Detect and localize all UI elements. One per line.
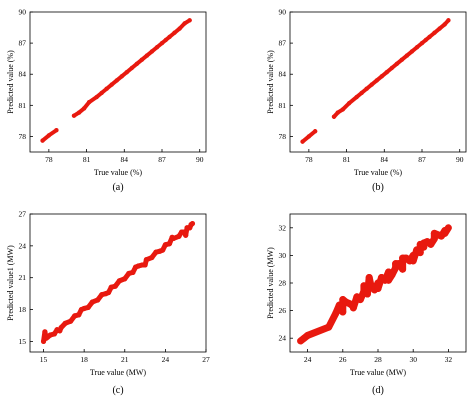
y-tick-label: 81 xyxy=(19,101,27,110)
x-tick-label: 81 xyxy=(343,155,351,164)
x-axis-label: True value (%) xyxy=(354,168,402,177)
y-tick-label: 26 xyxy=(279,306,287,315)
data-band-segment xyxy=(306,129,318,139)
y-tick-label: 27 xyxy=(19,210,27,219)
panel-label: (d) xyxy=(372,385,384,396)
x-axis-label: True value (MW) xyxy=(90,368,146,377)
x-tick-label: 26 xyxy=(339,355,347,364)
x-tick-label: 90 xyxy=(196,155,204,164)
y-tick-label: 18 xyxy=(19,305,27,314)
y-tick-label: 87 xyxy=(19,39,27,48)
x-tick-label: 21 xyxy=(121,355,129,364)
x-tick-label: 27 xyxy=(202,355,210,364)
x-axis-label: True value (%) xyxy=(94,168,142,177)
y-tick-label: 24 xyxy=(279,334,287,343)
plot-frame xyxy=(29,213,207,353)
panel-c: 15 18 21 24 27 15 18 21 24 27 True value (MW) Predi… xyxy=(6,210,210,397)
y-tick-label: 24 xyxy=(19,241,27,250)
x-tick-label: 15 xyxy=(40,355,48,364)
y-tick-label: 90 xyxy=(279,8,287,17)
panel-label: (b) xyxy=(372,182,384,193)
y-tick-label: 87 xyxy=(279,39,287,48)
y-axis-label: Predicted value (%) xyxy=(6,50,15,114)
panel-b: 78 81 84 87 90 78 81 84 87 90 True value (%) Predic… xyxy=(266,8,467,193)
y-axis-label: Predicted value1 (MW) xyxy=(6,245,15,321)
plot-frame xyxy=(29,11,207,153)
x-axis-label: True value (MW) xyxy=(350,368,406,377)
y-tick-label: 81 xyxy=(279,101,287,110)
y-tick-label: 84 xyxy=(19,70,27,79)
x-tick-label: 87 xyxy=(158,155,166,164)
x-tick-label: 84 xyxy=(381,155,389,164)
x-tick-label: 24 xyxy=(162,355,170,364)
data-band-segment xyxy=(46,128,59,138)
panel-label: (c) xyxy=(112,385,123,396)
x-tick-label: 30 xyxy=(409,355,417,364)
x-tick-label: 18 xyxy=(80,355,88,364)
data-band-segment xyxy=(304,323,333,339)
y-axis-label: Predicted value (%) xyxy=(266,50,275,114)
y-tick-label: 78 xyxy=(279,132,287,141)
panel-label: (a) xyxy=(112,182,123,193)
x-tick-label: 24 xyxy=(304,355,312,364)
y-tick-label: 21 xyxy=(19,273,27,282)
x-tick-label: 90 xyxy=(456,155,464,164)
x-tick-label: 84 xyxy=(121,155,129,164)
x-tick-label: 78 xyxy=(305,155,313,164)
data-band-segment xyxy=(441,224,452,237)
x-tick-label: 87 xyxy=(418,155,426,164)
y-tick-label: 90 xyxy=(19,8,27,17)
x-tick-label: 78 xyxy=(45,155,53,164)
panel-a: 78 81 84 87 90 78 81 84 87 90 True value (%) Predic… xyxy=(6,8,207,193)
y-tick-label: 15 xyxy=(19,337,27,346)
y-tick-label: 28 xyxy=(279,279,287,288)
data-band-segment xyxy=(442,18,451,27)
x-tick-label: 32 xyxy=(445,355,453,364)
y-tick-label: 30 xyxy=(279,251,287,260)
y-tick-label: 32 xyxy=(279,223,287,232)
data-band-segment xyxy=(182,18,192,26)
y-tick-label: 84 xyxy=(279,70,287,79)
y-tick-label: 78 xyxy=(19,132,27,141)
plot-frame xyxy=(289,11,467,153)
y-axis-label: Predicted value (MW) xyxy=(266,247,275,319)
data-band-segment xyxy=(188,221,195,228)
x-tick-label: 28 xyxy=(374,355,382,364)
x-tick-label: 81 xyxy=(83,155,91,164)
panel-d: 24 26 28 30 32 24 26 28 30 32 True value (MW) Predi… xyxy=(266,213,467,396)
